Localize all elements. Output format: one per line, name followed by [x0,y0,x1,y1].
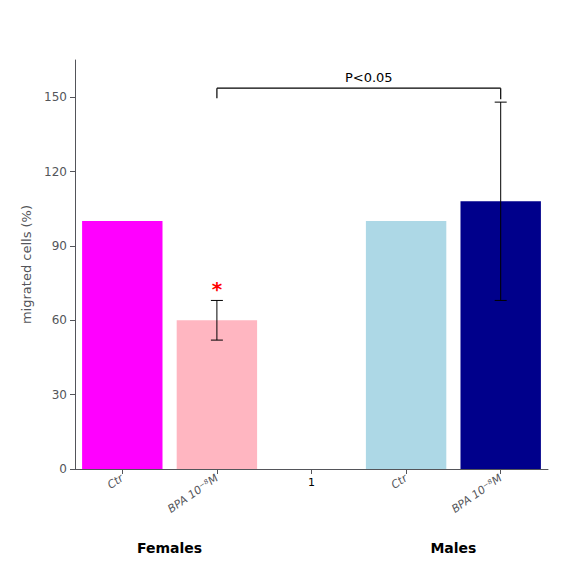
svg-text:Ctr: Ctr [389,471,411,492]
svg-text:90: 90 [52,239,67,253]
svg-text:BPA 10⁻⁸M: BPA 10⁻⁸M [449,471,505,515]
svg-text:120: 120 [44,165,67,179]
svg-text:1: 1 [308,476,315,489]
svg-text:30: 30 [52,388,67,402]
svg-text:0: 0 [59,462,67,476]
svg-text:P<0.05: P<0.05 [345,70,393,85]
svg-text:Ctr: Ctr [105,471,127,492]
svg-text:migrated cells (%): migrated cells (%) [19,205,34,324]
svg-text:*: * [212,277,223,301]
svg-text:BPA 10⁻⁸M: BPA 10⁻⁸M [165,471,221,515]
svg-text:150: 150 [44,90,67,104]
svg-text:Females: Females [137,540,202,556]
svg-text:Males: Males [430,540,476,556]
svg-text:60: 60 [52,313,67,327]
